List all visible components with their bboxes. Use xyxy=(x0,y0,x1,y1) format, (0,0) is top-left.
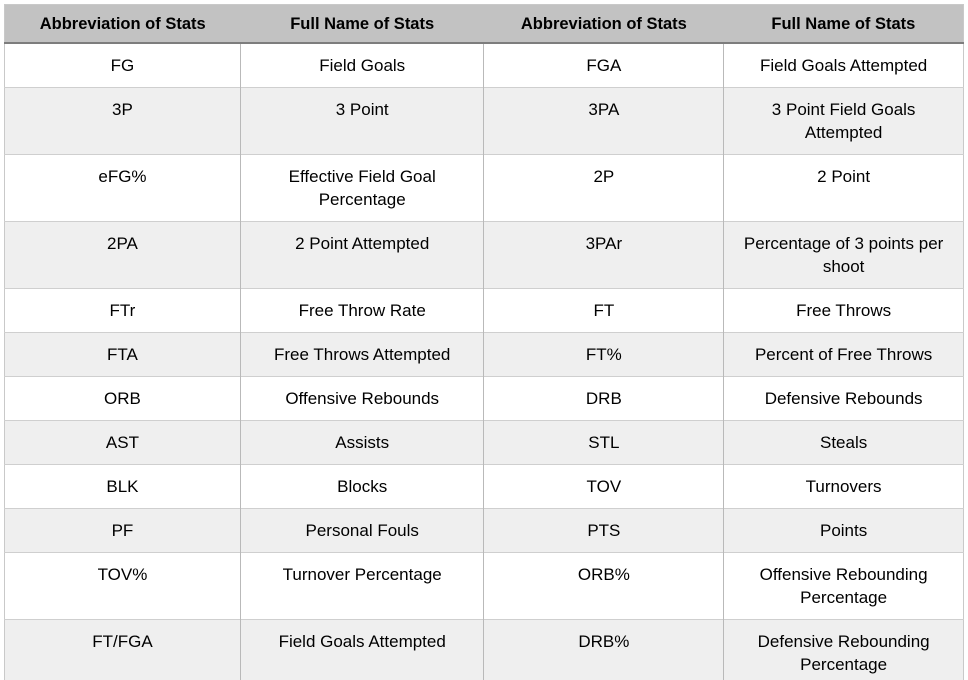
abbreviation-cell: eFG% xyxy=(4,154,241,222)
full-name-cell: Blocks xyxy=(239,464,484,509)
full-name-cell: Percentage of 3 points per shoot xyxy=(723,221,964,289)
header-abbreviation-right: Abbreviation of Stats xyxy=(483,4,724,44)
full-name-cell: Free Throw Rate xyxy=(239,288,484,333)
full-name-cell: Offensive Rebounds xyxy=(239,376,484,421)
full-name-cell: Free Throws Attempted xyxy=(239,332,484,377)
table-row: eFG% Effective Field Goal Percentage 2P 2 P… xyxy=(4,154,964,222)
full-name-cell: Personal Fouls xyxy=(239,508,484,553)
table-row: AST Assists STL Steals xyxy=(4,420,964,465)
full-name-cell: Percent of Free Throws xyxy=(723,332,964,377)
header-full-name-right: Full Name of Stats xyxy=(723,4,964,44)
abbreviation-cell: TOV xyxy=(483,464,724,509)
abbreviation-cell: ORB xyxy=(4,376,241,421)
table-header: Abbreviation of Stats Full Name of Stats… xyxy=(4,4,964,44)
header-row: Abbreviation of Stats Full Name of Stats… xyxy=(4,4,964,44)
table-row: PF Personal Fouls PTS Points xyxy=(4,508,964,553)
abbreviation-cell: DRB xyxy=(483,376,724,421)
table-row: 2PA 2 Point Attempted 3PAr Percentage of 3 … xyxy=(4,221,964,289)
full-name-cell: Effective Field Goal Percentage xyxy=(239,154,484,222)
table-row: FTr Free Throw Rate FT Free Throws xyxy=(4,288,964,333)
full-name-cell: Assists xyxy=(239,420,484,465)
abbreviation-cell: ORB% xyxy=(483,552,724,620)
abbreviation-cell: FT xyxy=(483,288,724,333)
header-abbreviation-left: Abbreviation of Stats xyxy=(4,4,241,44)
full-name-cell: Offensive Rebounding Percentage xyxy=(723,552,964,620)
full-name-cell: 3 Point xyxy=(239,87,484,155)
abbreviation-cell: 2P xyxy=(483,154,724,222)
abbreviation-cell: FGA xyxy=(483,42,724,88)
table-row: TOV% Turnover Percentage ORB% Offensive Reb… xyxy=(4,552,964,620)
abbreviation-cell: STL xyxy=(483,420,724,465)
table-row: BLK Blocks TOV Turnovers xyxy=(4,464,964,509)
table-row: FG Field Goals FGA Field Goals Attempted xyxy=(4,42,964,88)
full-name-cell: 2 Point xyxy=(723,154,964,222)
abbreviation-cell: PF xyxy=(4,508,241,553)
abbreviation-cell: 3PA xyxy=(483,87,724,155)
table-row: ORB Offensive Rebounds DRB Defensive Reboun… xyxy=(4,376,964,421)
full-name-cell: 2 Point Attempted xyxy=(239,221,484,289)
abbreviation-cell: PTS xyxy=(483,508,724,553)
abbreviation-cell: FT/FGA xyxy=(4,619,241,680)
full-name-cell: Turnover Percentage xyxy=(239,552,484,620)
full-name-cell: 3 Point Field Goals Attempted xyxy=(723,87,964,155)
abbreviation-cell: BLK xyxy=(4,464,241,509)
header-full-name-left: Full Name of Stats xyxy=(240,4,484,44)
full-name-cell: Points xyxy=(723,508,964,553)
full-name-cell: Defensive Rebounds xyxy=(723,376,964,421)
full-name-cell: Turnovers xyxy=(723,464,964,509)
full-name-cell: Field Goals Attempted xyxy=(723,42,964,88)
table-row: 3P 3 Point 3PA 3 Point Field Goals Attempte… xyxy=(4,87,964,155)
full-name-cell: Free Throws xyxy=(723,288,964,333)
abbreviation-cell: FTA xyxy=(4,332,241,377)
stats-abbreviation-table: Abbreviation of Stats Full Name of Stats… xyxy=(4,4,964,680)
abbreviation-cell: 3PAr xyxy=(483,221,724,289)
abbreviation-cell: FTr xyxy=(4,288,241,333)
full-name-cell: Field Goals Attempted xyxy=(239,619,484,680)
table-row: FT/FGA Field Goals Attempted DRB% Defensive… xyxy=(4,619,964,680)
abbreviation-cell: 3P xyxy=(4,87,241,155)
abbreviation-cell: FT% xyxy=(483,332,724,377)
full-name-cell: Defensive Rebounding Percentage xyxy=(723,619,964,680)
full-name-cell: Steals xyxy=(723,420,964,465)
abbreviation-cell: TOV% xyxy=(4,552,241,620)
abbreviation-cell: 2PA xyxy=(4,221,241,289)
abbreviation-cell: DRB% xyxy=(483,619,724,680)
full-name-cell: Field Goals xyxy=(239,42,484,88)
table-row: FTA Free Throws Attempted FT% Percent of Fr… xyxy=(4,332,964,377)
table-body: FG Field Goals FGA Field Goals Attempted 3P 3… xyxy=(4,42,964,680)
abbreviation-cell: AST xyxy=(4,420,241,465)
abbreviation-cell: FG xyxy=(4,42,241,88)
